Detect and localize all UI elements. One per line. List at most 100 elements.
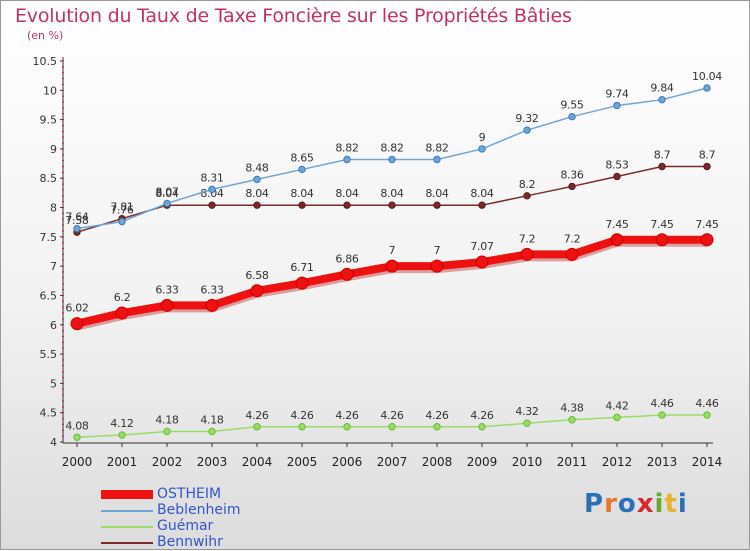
- data-point: [115, 306, 129, 320]
- data-point: [568, 112, 576, 121]
- data-label: 4.12: [110, 417, 133, 430]
- y-tick-label: 4: [50, 436, 57, 449]
- y-tick-label: 7.5: [40, 231, 58, 244]
- data-point: [298, 165, 306, 174]
- data-label: 4.26: [425, 409, 449, 422]
- data-label: 8.04: [380, 187, 404, 200]
- data-label: 7.58: [65, 214, 89, 227]
- data-point: [613, 413, 621, 422]
- data-point: [613, 101, 621, 110]
- y-tick-label: 10.5: [33, 55, 58, 68]
- data-point: [568, 182, 576, 191]
- y-tick-label: 5.5: [40, 348, 58, 361]
- y-tick-label: 6.5: [40, 289, 58, 302]
- data-label: 4.32: [515, 405, 538, 418]
- data-label: 10.04: [692, 70, 722, 83]
- data-label: 6.2: [114, 291, 131, 304]
- legend-label: Bennwihr: [157, 534, 223, 550]
- data-label: 9.74: [605, 88, 629, 101]
- data-point: [658, 411, 666, 419]
- data-label: 7.45: [695, 218, 719, 231]
- logo-letter: o: [617, 489, 637, 519]
- data-point: [73, 433, 81, 442]
- data-label: 6.33: [200, 283, 224, 296]
- proxiti-logo: Proxiti: [584, 489, 688, 519]
- data-label: 4.42: [605, 399, 628, 412]
- data-point: [523, 126, 531, 134]
- logo-letter: P: [584, 489, 605, 519]
- data-label: 8.65: [290, 151, 314, 164]
- logo-letter: x: [636, 489, 655, 519]
- data-label: 7.76: [110, 204, 134, 217]
- data-point: [433, 155, 441, 164]
- legend-swatch: [101, 526, 153, 528]
- legend-item-ostheim: OSTHEIM: [101, 486, 281, 503]
- data-label: 7.07: [470, 240, 494, 253]
- logo-letter: t: [664, 489, 678, 519]
- data-label: 4.26: [380, 409, 404, 422]
- x-tick-label: 2003: [197, 455, 228, 469]
- data-point: [388, 155, 396, 164]
- data-point: [298, 201, 306, 209]
- y-tick-label: 7: [50, 260, 57, 273]
- data-label: 8.36: [560, 168, 584, 181]
- data-point: [565, 247, 579, 261]
- y-tick-label: 10: [43, 84, 57, 97]
- data-point: [253, 175, 261, 184]
- logo-letter: i: [677, 489, 688, 519]
- data-point: [655, 233, 669, 247]
- data-label: 8.07: [155, 185, 179, 198]
- data-point: [343, 423, 351, 431]
- data-label: 8.82: [380, 141, 403, 154]
- data-label: 7: [389, 244, 396, 257]
- data-label: 4.38: [560, 402, 584, 415]
- data-point: [703, 162, 711, 171]
- y-tick-label: 6: [50, 319, 57, 332]
- data-point: [478, 201, 486, 209]
- data-point: [343, 155, 351, 164]
- data-point: [208, 185, 216, 194]
- data-point: [388, 201, 396, 209]
- legend-item-guémar: Guémar: [101, 518, 281, 535]
- data-label: 9.84: [650, 82, 674, 95]
- legend-label: Beblenheim: [157, 502, 241, 518]
- data-point: [433, 201, 441, 209]
- data-point: [433, 423, 441, 431]
- x-tick-label: 2005: [287, 455, 318, 469]
- y-tick-label: 9.5: [40, 114, 58, 127]
- data-label: 7.2: [564, 232, 581, 245]
- data-label: 8.2: [519, 178, 536, 191]
- x-tick-label: 2011: [557, 455, 588, 469]
- legend-label: Guémar: [157, 518, 214, 534]
- data-label: 8.48: [245, 161, 269, 174]
- legend-swatch: [101, 542, 153, 544]
- x-tick-label: 2009: [467, 455, 498, 469]
- data-point: [118, 431, 126, 439]
- data-label: 4.26: [470, 409, 494, 422]
- data-point: [523, 192, 531, 200]
- data-label: 8.7: [654, 149, 671, 162]
- data-label: 8.82: [335, 141, 358, 154]
- x-tick-label: 2012: [602, 455, 633, 469]
- data-point: [388, 423, 396, 431]
- data-label: 8.04: [245, 187, 269, 200]
- data-point: [70, 317, 84, 331]
- legend-swatch: [101, 510, 153, 512]
- data-point: [253, 201, 261, 209]
- data-point: [118, 217, 126, 226]
- data-label: 4.26: [245, 409, 269, 422]
- data-point: [703, 411, 711, 419]
- data-point: [253, 423, 261, 431]
- data-label: 8.04: [470, 187, 494, 200]
- data-label: 4.26: [290, 409, 314, 422]
- logo-letter: i: [654, 489, 665, 519]
- legend: OSTHEIM Beblenheim Guémar Bennwihr: [101, 486, 281, 551]
- data-point: [520, 247, 534, 261]
- logo-letter: r: [604, 489, 618, 519]
- data-point: [430, 259, 444, 273]
- data-label: 8.04: [425, 187, 449, 200]
- data-label: 7.81: [110, 201, 133, 214]
- data-point: [205, 298, 219, 312]
- data-point: [385, 259, 399, 273]
